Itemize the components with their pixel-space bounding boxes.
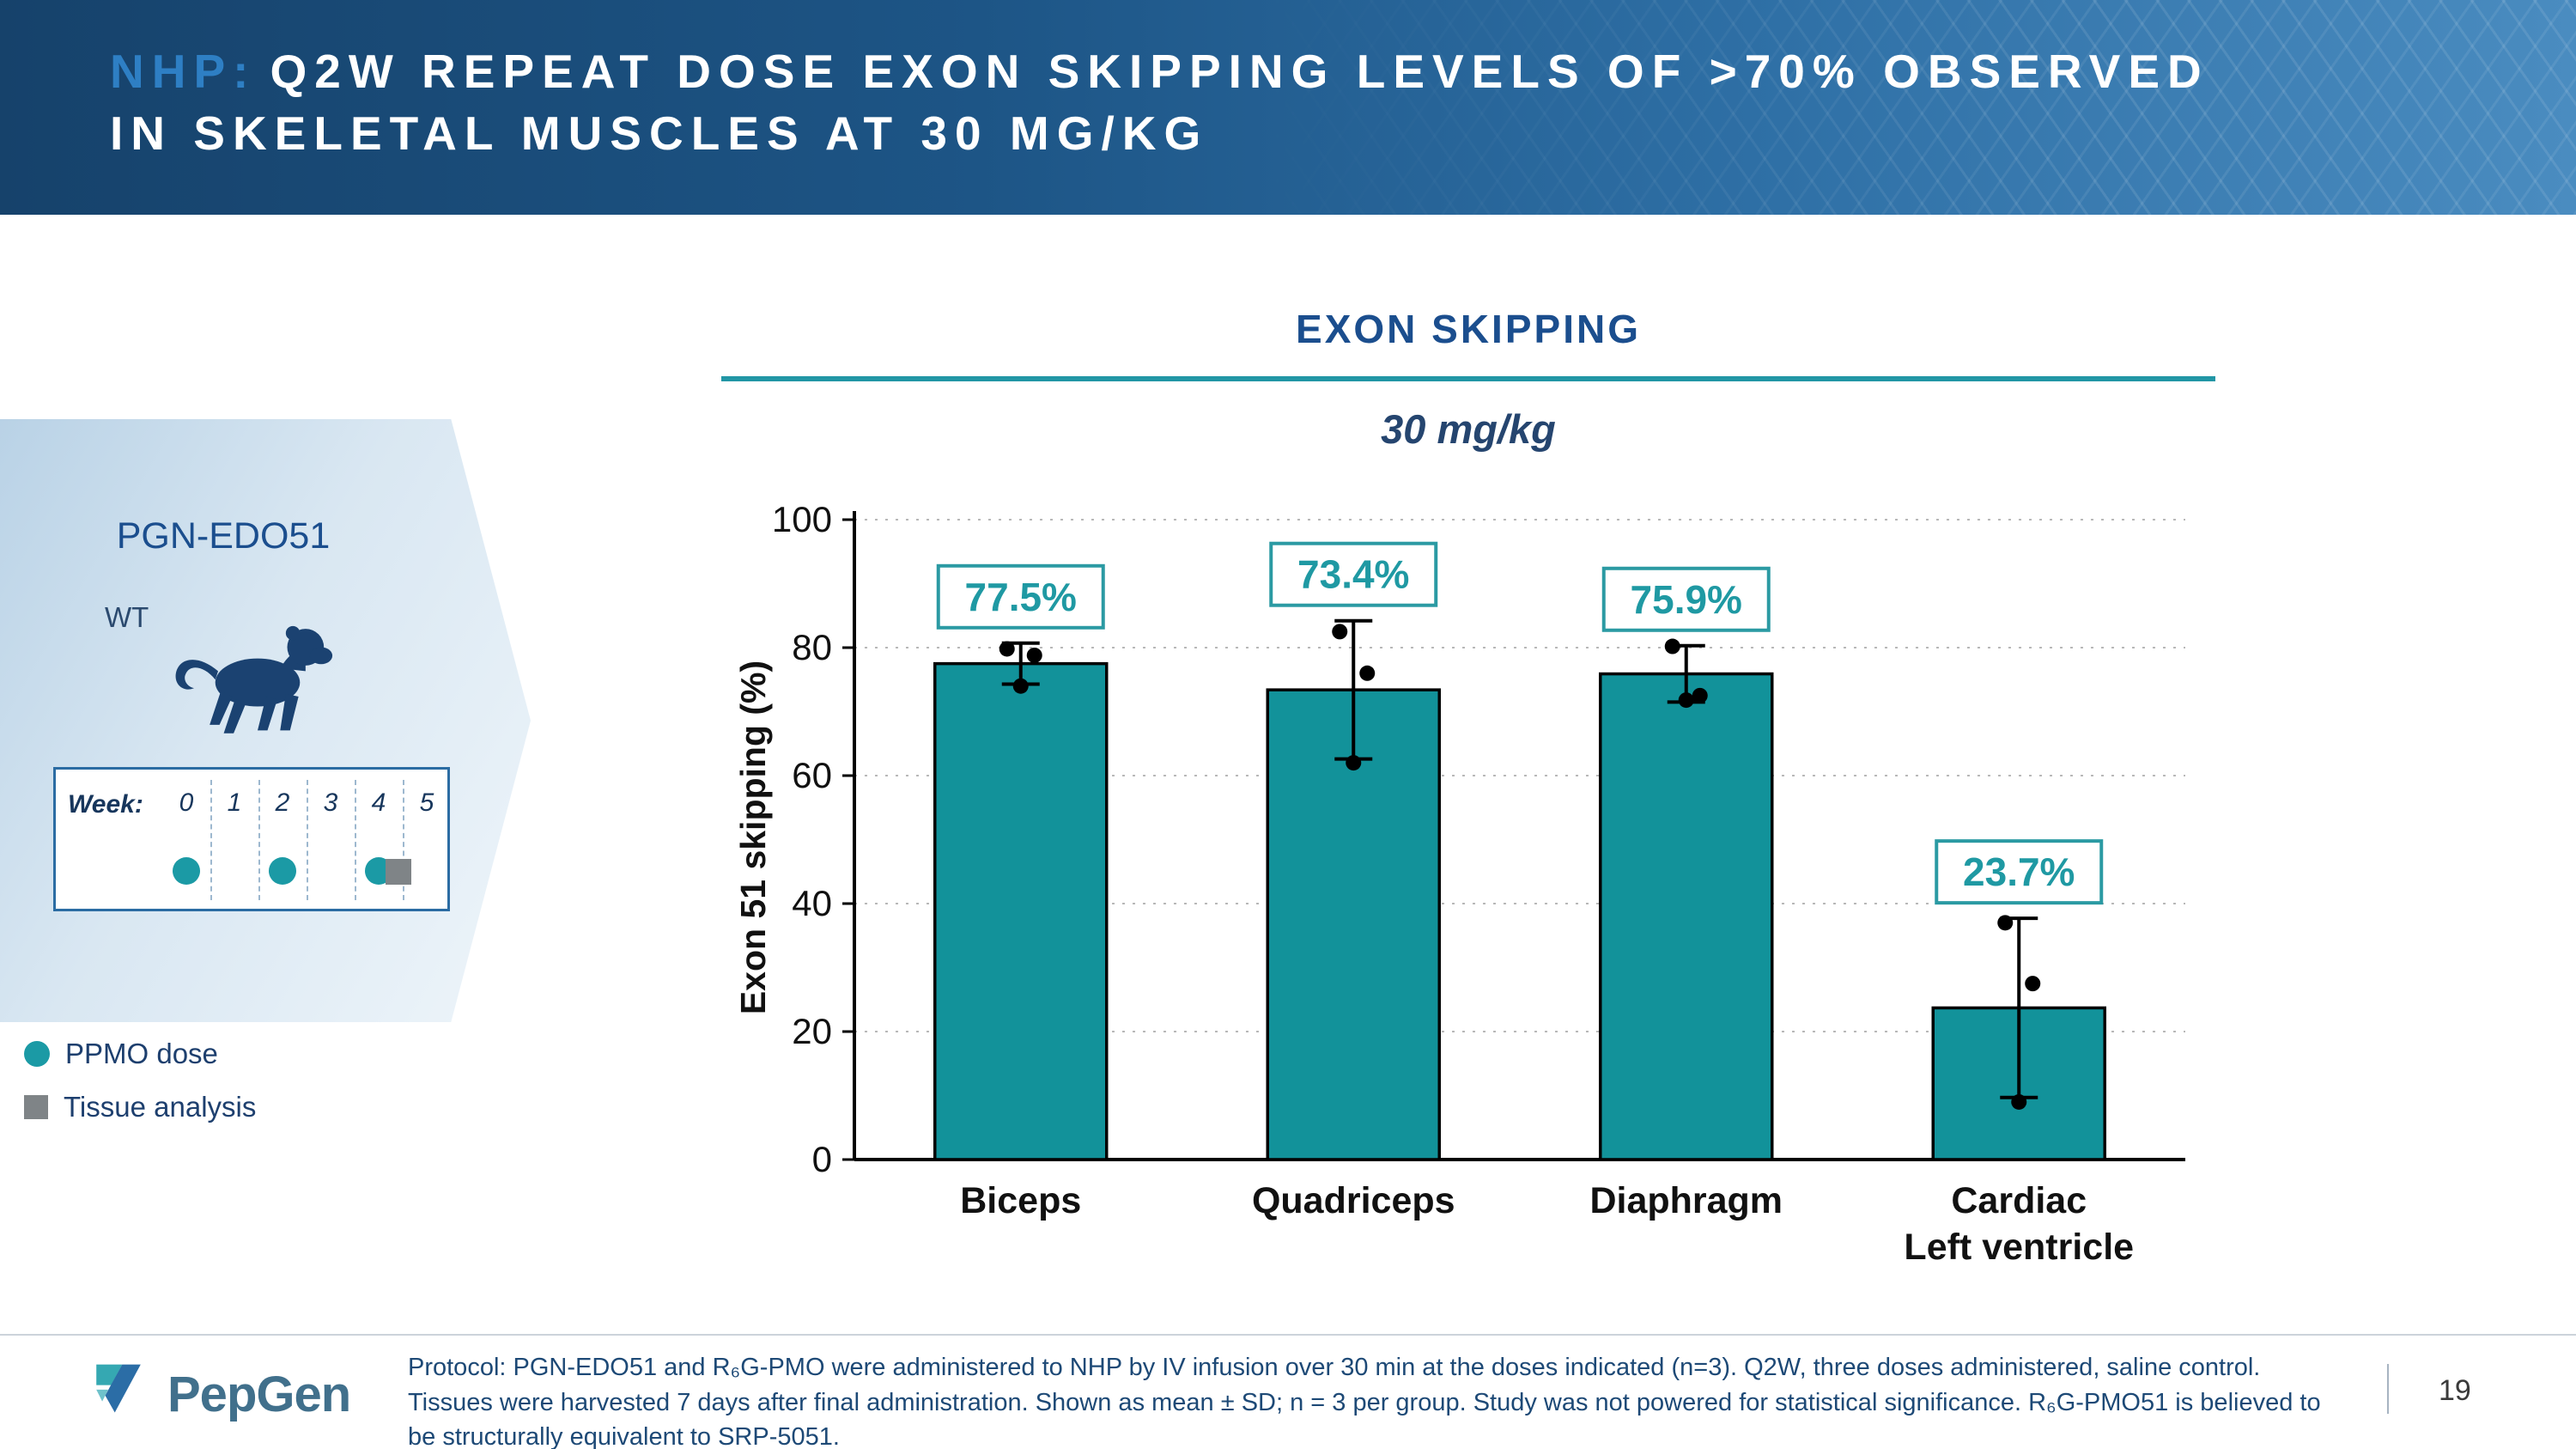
- week-number: 2: [275, 788, 290, 817]
- pepgen-logo-text: PepGen: [167, 1366, 351, 1422]
- page-number: 19: [2439, 1374, 2471, 1407]
- pepgen-logo-icon: [96, 1364, 141, 1413]
- week-separator: [355, 780, 356, 900]
- data-point-diaphragm: [1678, 692, 1694, 709]
- legend-item-ppmo-dose: PPMO dose: [24, 1038, 256, 1070]
- dose-marker-week-0: [173, 857, 200, 885]
- exon-skipping-bar-chart: 0 20 40 60 80 100 77.5% Biceps 73.4% Quadriceps 75…: [772, 499, 2185, 1268]
- data-point-quadriceps: [1359, 665, 1376, 681]
- week-number: 3: [323, 788, 338, 817]
- week-number: 5: [419, 788, 434, 817]
- dose-circle-icon: [24, 1041, 50, 1067]
- schedule-legend: PPMO dose Tissue analysis: [24, 1038, 256, 1123]
- week-number: 1: [227, 788, 242, 817]
- x-label-biceps: Biceps: [960, 1180, 1081, 1221]
- data-point-diaphragm: [1692, 687, 1708, 703]
- pepgen-logo: PepGen: [82, 1357, 351, 1431]
- footer-divider: [0, 1334, 2576, 1336]
- value-label-box-diaphragm: [1601, 566, 1771, 632]
- header-pattern-decoration: [1236, 0, 2576, 215]
- week-separator: [403, 780, 404, 900]
- week-separator: [210, 780, 212, 900]
- slide-title-line1-text: Q2W REPEAT DOSE EXON SKIPPING LEVELS OF …: [270, 45, 2209, 98]
- x-sublabel-cardiac: Left ventricle: [1904, 1227, 2134, 1268]
- x-label-cardiac: Cardiac: [1951, 1180, 2087, 1221]
- y-tick-label-80: 80: [792, 627, 832, 667]
- dose-marker-week-2: [269, 857, 296, 885]
- legend-item-tissue-analysis: Tissue analysis: [24, 1091, 256, 1123]
- value-label-cardiac: 23.7%: [1963, 849, 2075, 894]
- bar-biceps: [933, 661, 1109, 1161]
- value-label-box-quadriceps: [1269, 541, 1438, 607]
- data-point-diaphragm: [1664, 638, 1680, 654]
- study-design-panel: PGN-EDO51 WT Week: 0 1 2 3 4 5: [0, 419, 531, 1022]
- y-tick-label-100: 100: [772, 499, 832, 539]
- data-point-biceps: [1012, 678, 1029, 694]
- monkey-silhouette-icon: [175, 625, 333, 734]
- page-number-divider: [2387, 1364, 2389, 1414]
- week-separator: [258, 780, 260, 900]
- value-label-diaphragm: 75.9%: [1631, 577, 1742, 622]
- value-label-quadriceps: 73.4%: [1297, 552, 1409, 597]
- data-point-cardiac: [2025, 976, 2041, 992]
- protocol-text: Protocol: PGN-EDO51 and R₆G-PMO were adm…: [408, 1354, 2321, 1449]
- chart-title: EXON SKIPPING: [1296, 307, 1641, 351]
- bar-diaphragm: [1599, 672, 1774, 1161]
- data-point-cardiac: [2011, 1093, 2027, 1110]
- slide-title-line2: IN SKELETAL MUSCLES AT 30 MG/KG: [110, 106, 1209, 160]
- data-point-cardiac: [1997, 915, 2014, 931]
- value-label-box-biceps: [936, 563, 1105, 630]
- week-schedule-box: Week: 0 1 2 3 4 5: [53, 767, 450, 911]
- week-label: Week:: [68, 790, 143, 819]
- data-point-quadriceps: [1346, 755, 1362, 771]
- data-point-biceps: [999, 641, 1015, 657]
- week-separator: [307, 780, 308, 900]
- legend-label-tissue-analysis: Tissue analysis: [64, 1091, 257, 1123]
- y-tick-label-60: 60: [792, 755, 832, 795]
- slide-title-prefix: NHP:: [110, 45, 257, 98]
- compound-name: PGN-EDO51: [116, 515, 331, 557]
- week-number: 0: [179, 788, 194, 817]
- chart-title-underline: [721, 376, 2215, 381]
- value-label-box-cardiac: [1935, 839, 2104, 905]
- y-tick-label-0: 0: [812, 1139, 832, 1179]
- slide-title: NHP: Q2W REPEAT DOSE EXON SKIPPING LEVELS…: [110, 41, 2209, 164]
- legend-label-ppmo-dose: PPMO dose: [65, 1038, 218, 1069]
- y-tick-label-20: 20: [792, 1011, 832, 1051]
- x-label-quadriceps: Quadriceps: [1252, 1180, 1455, 1221]
- chart-subtitle: 30 mg/kg: [1381, 406, 1556, 452]
- x-label-diaphragm: Diaphragm: [1589, 1180, 1783, 1221]
- week-number: 4: [371, 788, 386, 817]
- y-tick-label-40: 40: [792, 883, 832, 923]
- analysis-marker-week-5: [386, 859, 411, 885]
- data-point-quadriceps: [1332, 624, 1348, 640]
- value-label-biceps: 77.5%: [965, 575, 1077, 619]
- wt-label: WT: [105, 601, 149, 633]
- slide-title-line1: NHP: Q2W REPEAT DOSE EXON SKIPPING LEVELS…: [110, 41, 2209, 103]
- header-banner: NHP: Q2W REPEAT DOSE EXON SKIPPING LEVELS…: [0, 0, 2576, 215]
- analysis-square-icon: [24, 1095, 48, 1119]
- data-point-biceps: [1026, 647, 1042, 663]
